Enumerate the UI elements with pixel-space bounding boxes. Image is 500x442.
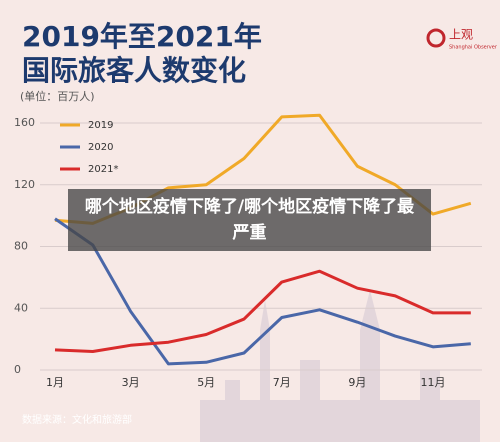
y-tick-label: 40 xyxy=(14,301,28,314)
x-tick-label: 11月 xyxy=(421,376,446,389)
legend-label: 2019 xyxy=(88,120,113,131)
legend-label: 2020 xyxy=(88,142,113,153)
legend-label: 2021* xyxy=(88,164,118,175)
x-tick-label: 1月 xyxy=(46,376,64,389)
x-tick-label: 3月 xyxy=(122,376,140,389)
skyline xyxy=(200,290,480,442)
logo-text: 上观 xyxy=(449,28,473,42)
y-axis-label: (单位：百万人) xyxy=(20,89,95,103)
x-tick-label: 9月 xyxy=(348,376,366,389)
overlay-caption: 哪个地区疫情下降了/哪个地区疫情下降了最严重 xyxy=(68,189,431,251)
y-tick-label: 120 xyxy=(14,178,35,191)
logo-icon xyxy=(426,28,446,48)
chart-subtitle: 国际旅客人数变化 xyxy=(22,54,246,87)
x-tick-label: 7月 xyxy=(273,376,291,389)
y-tick-label: 80 xyxy=(14,240,28,253)
logo-subtitle: Shanghai Observer xyxy=(449,45,498,51)
y-tick-label: 160 xyxy=(14,116,35,129)
source: 数据来源：文化和旅游部 xyxy=(22,413,132,426)
series-line xyxy=(54,217,471,366)
series-line xyxy=(54,269,471,353)
chart-title: 2019年至2021年 xyxy=(22,20,262,53)
x-tick-label: 5月 xyxy=(197,376,215,389)
y-tick-label: 0 xyxy=(14,363,21,376)
